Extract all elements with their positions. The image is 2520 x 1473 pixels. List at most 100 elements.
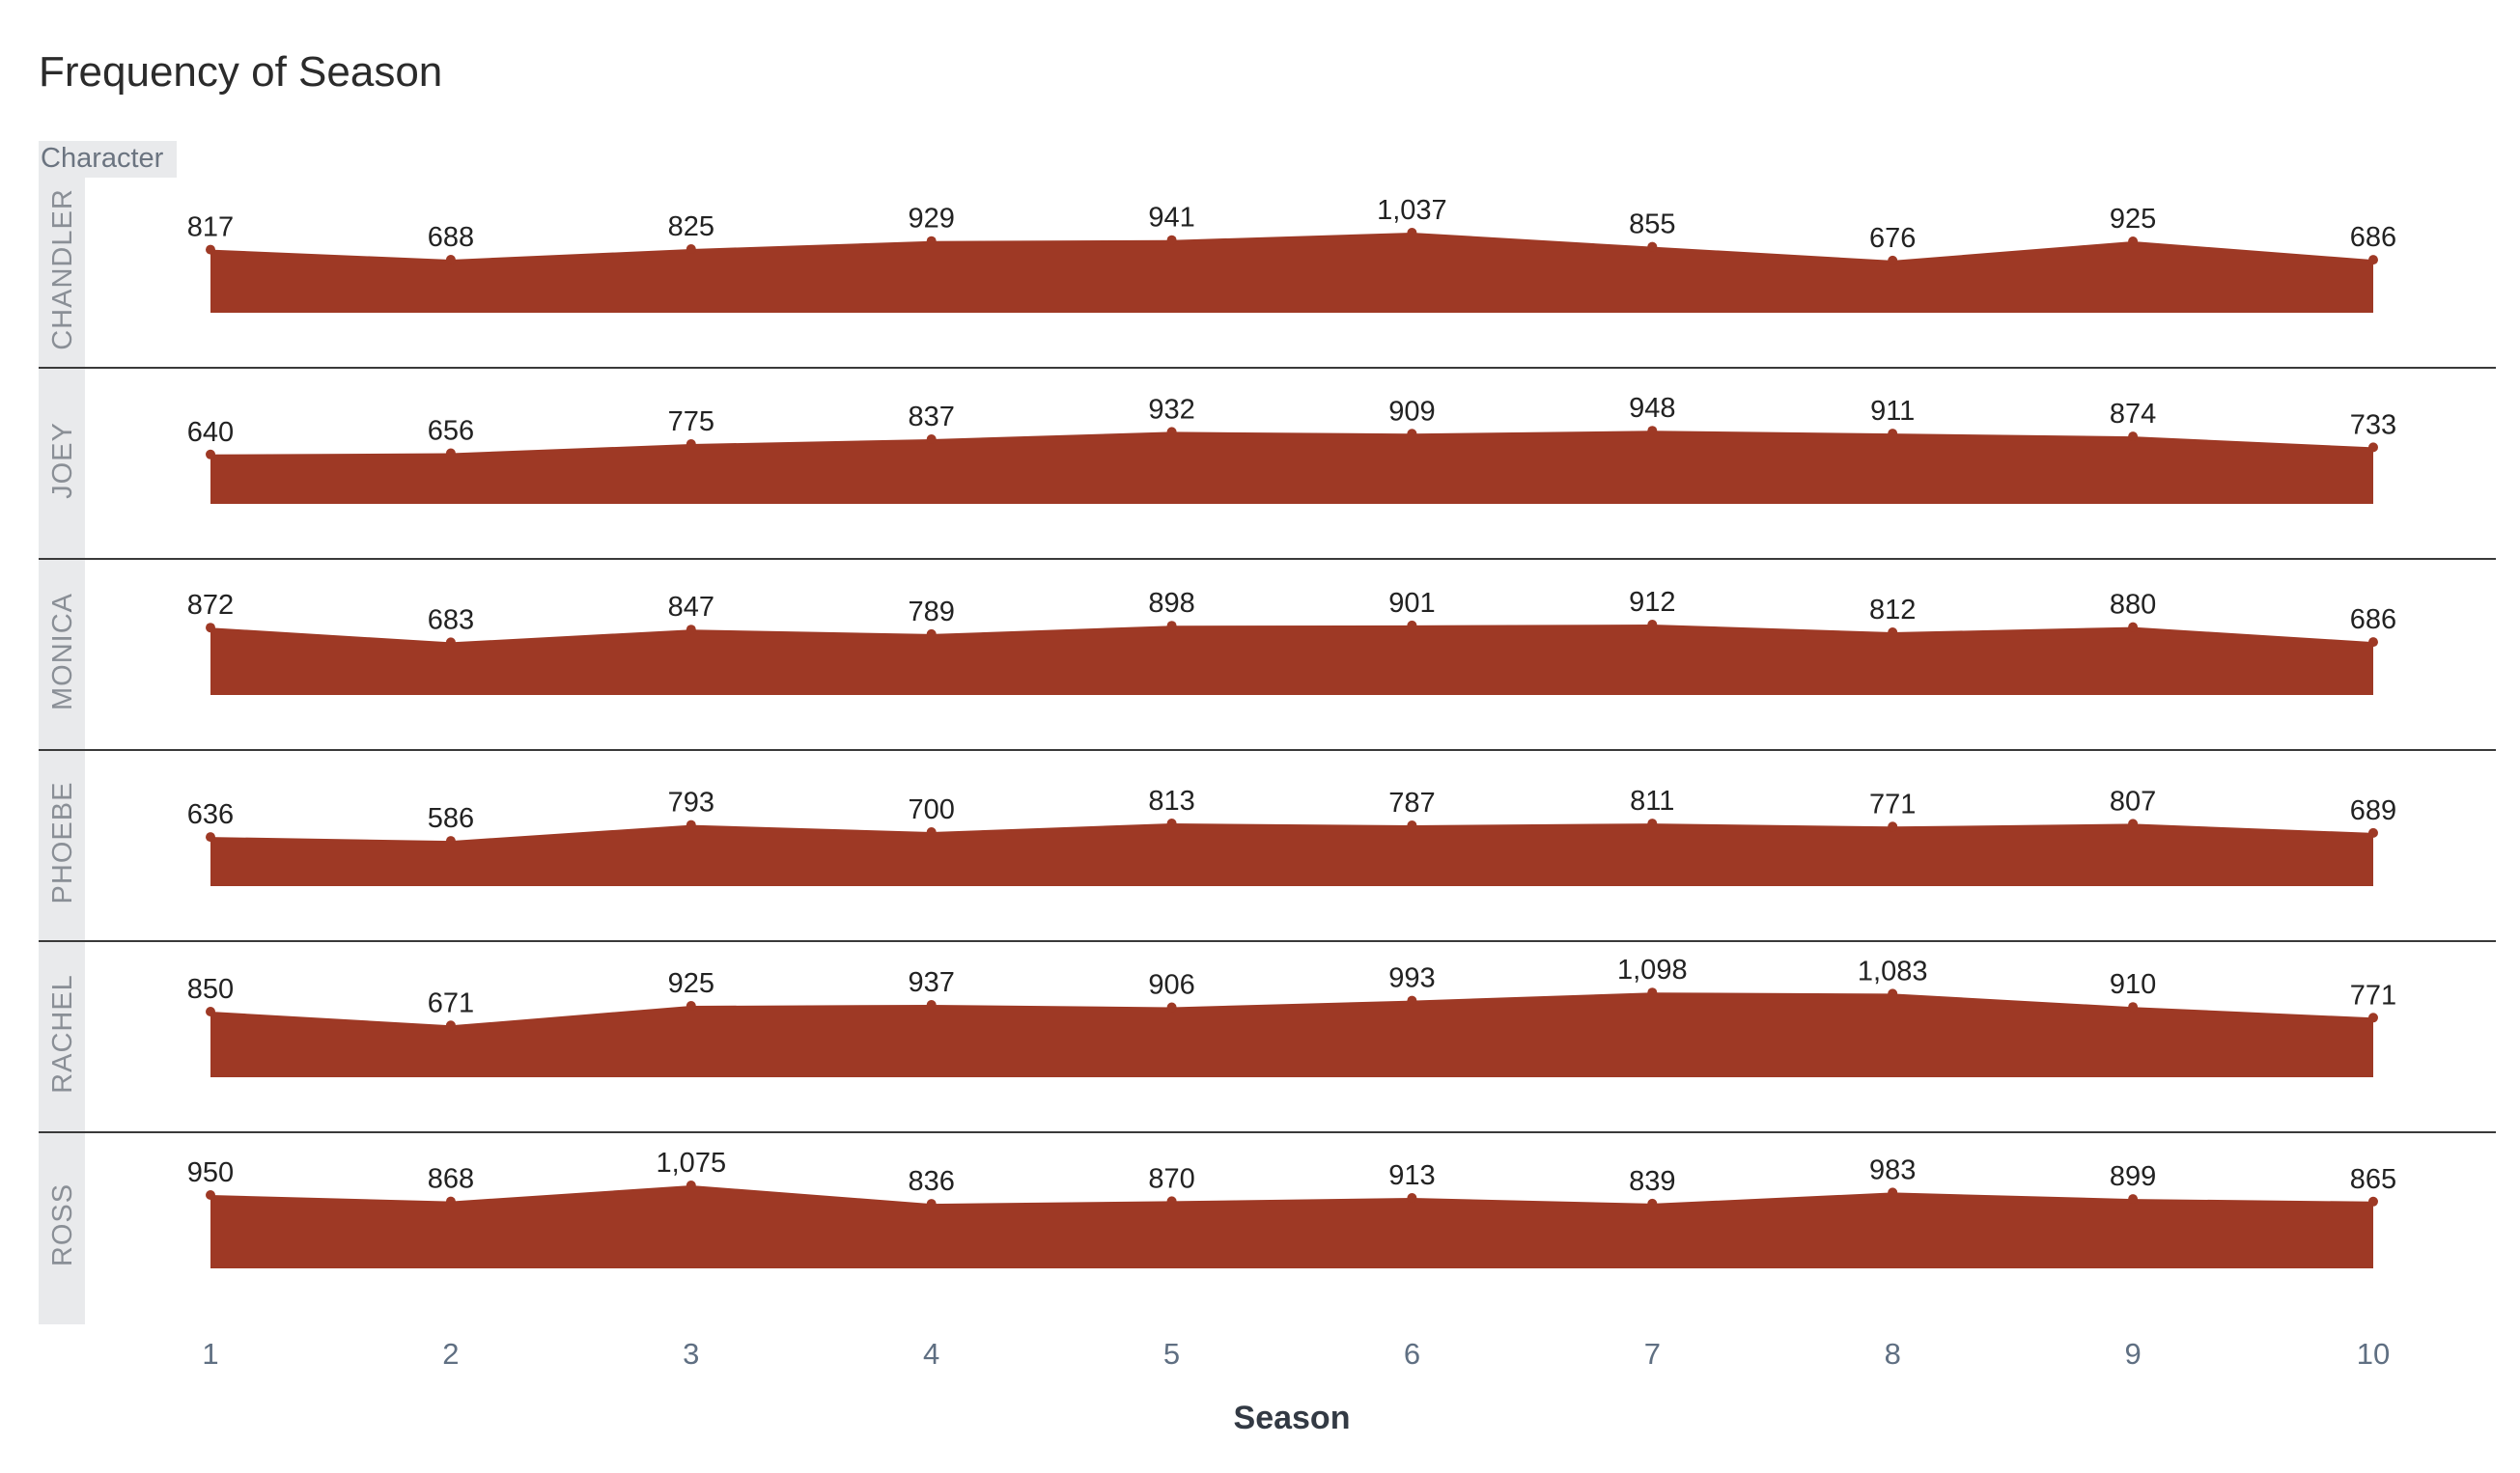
area-series-joey [210, 431, 2373, 504]
data-label: 850 [187, 974, 234, 1005]
x-tick-label: 10 [2357, 1337, 2390, 1371]
data-label: 837 [909, 402, 955, 432]
panel-label-ross: ROSS [47, 1183, 78, 1266]
data-point [2128, 236, 2139, 246]
data-point [1888, 255, 1898, 265]
data-point [445, 255, 456, 264]
panel-monica: MONICA 872 683 847 789 898 901 912 812 880 686 [39, 558, 2496, 710]
x-tick-label: 2 [442, 1337, 459, 1371]
data-label: 817 [187, 212, 234, 243]
data-point [1407, 820, 1417, 830]
data-point [206, 623, 215, 633]
x-tick-label: 4 [923, 1337, 939, 1371]
data-label: 913 [1388, 1160, 1435, 1191]
data-label: 909 [1388, 396, 1435, 427]
data-label: 855 [1629, 209, 1675, 240]
data-point [686, 820, 696, 830]
panel-phoebe: PHOEBE 636 586 793 700 813 787 811 771 807 689 [39, 749, 2496, 903]
data-label: 640 [187, 417, 234, 448]
x-axis: 1 2 3 4 5 6 7 8 9 10 Season [202, 1337, 2390, 1436]
data-label: 932 [1148, 394, 1194, 425]
data-point [1888, 1187, 1898, 1198]
data-point [1888, 429, 1898, 439]
data-label: 880 [2110, 590, 2156, 621]
chart-title: Frequency of Season [39, 48, 443, 96]
data-point [1166, 621, 1177, 631]
data-point [1888, 821, 1898, 832]
data-label: 1,098 [1617, 955, 1688, 986]
data-point [445, 1020, 456, 1031]
data-label: 906 [1148, 970, 1194, 1001]
data-point [1647, 241, 1658, 252]
panel-label-joey: JOEY [47, 422, 78, 499]
data-label: 929 [909, 204, 955, 235]
data-point [445, 1196, 456, 1207]
data-point [1647, 1198, 1658, 1209]
data-point [2368, 255, 2378, 265]
panel-chandler: CHANDLER 817 688 825 929 941 1,037 855 676 925 686 [47, 188, 2396, 350]
data-point [1407, 228, 1417, 237]
data-label: 847 [668, 592, 714, 623]
data-label: 872 [187, 590, 234, 621]
x-tick-label: 9 [2124, 1337, 2141, 1371]
data-label: 793 [668, 788, 714, 819]
data-label: 1,075 [657, 1148, 727, 1179]
data-point [2368, 1013, 2378, 1023]
data-point [206, 244, 215, 255]
data-point [206, 832, 215, 843]
data-label: 925 [2110, 204, 2156, 235]
data-point [1407, 995, 1417, 1006]
data-point [2368, 827, 2378, 838]
data-point [1407, 620, 1417, 630]
x-tick-label: 5 [1163, 1337, 1180, 1371]
data-label: 656 [428, 416, 474, 447]
x-tick-label: 8 [1885, 1337, 1901, 1371]
data-point [1166, 819, 1177, 828]
data-point [1647, 819, 1658, 829]
data-point [926, 236, 937, 246]
data-point [1888, 988, 1898, 999]
data-label: 874 [2110, 399, 2156, 430]
area-series-phoebe [210, 823, 2373, 886]
data-point [1407, 1193, 1417, 1203]
area-series-chandler [210, 233, 2373, 313]
data-label: 899 [2110, 1161, 2156, 1192]
data-point [926, 434, 937, 444]
data-label: 807 [2110, 786, 2156, 817]
data-label: 789 [909, 597, 955, 627]
data-label: 689 [2350, 795, 2396, 826]
data-label: 911 [1870, 396, 1915, 427]
data-label: 1,037 [1377, 195, 1447, 226]
data-label: 910 [2110, 969, 2156, 1000]
data-point [686, 1001, 696, 1011]
data-point [686, 1181, 696, 1190]
facet-header-box [39, 141, 177, 178]
data-label: 686 [2350, 604, 2396, 635]
data-label: 688 [428, 222, 474, 253]
data-label: 950 [187, 1157, 234, 1188]
data-point [206, 1007, 215, 1016]
panel-label-chandler: CHANDLER [47, 188, 78, 350]
data-point [686, 625, 696, 635]
facet-layer: Character CHANDLER 817 688 825 929 941 1,037 855… [39, 141, 2496, 1324]
data-point [2128, 1002, 2139, 1013]
data-label: 983 [1869, 1154, 1916, 1185]
x-tick-label: 1 [202, 1337, 218, 1371]
data-label: 839 [1629, 1166, 1675, 1197]
data-point [206, 449, 215, 459]
x-tick-label: 7 [1644, 1337, 1661, 1371]
data-label: 813 [1148, 786, 1194, 817]
area-series-monica [210, 625, 2373, 695]
data-label: 912 [1629, 587, 1675, 618]
data-point [926, 1000, 937, 1010]
data-label: 771 [1869, 789, 1916, 820]
data-label: 948 [1629, 393, 1675, 424]
x-tick-label: 3 [683, 1337, 699, 1371]
data-point [926, 827, 937, 837]
x-tick-label: 6 [1404, 1337, 1420, 1371]
data-label: 865 [2350, 1164, 2396, 1195]
data-label: 993 [1388, 963, 1435, 994]
data-point [2128, 819, 2139, 829]
data-point [686, 439, 696, 449]
